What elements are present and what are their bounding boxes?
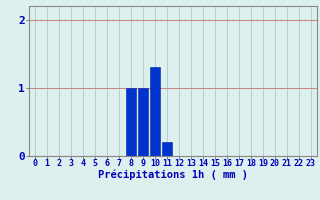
X-axis label: Précipitations 1h ( mm ): Précipitations 1h ( mm ) [98, 170, 248, 180]
Bar [126, 88, 136, 156]
Bar [162, 142, 172, 156]
Bar [150, 67, 160, 156]
Bar [138, 88, 148, 156]
